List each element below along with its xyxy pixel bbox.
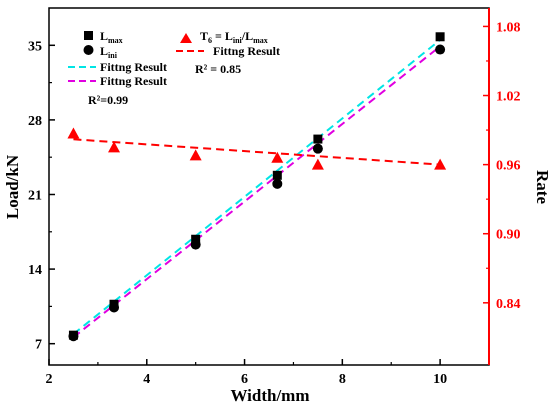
point-lini — [68, 331, 79, 342]
legend-lmax-sub: max — [108, 36, 123, 45]
x-tick-label: 4 — [143, 372, 150, 387]
y-left-tick-label: 21 — [28, 188, 42, 203]
r2-right-annotation: R² = 0.85 — [195, 62, 241, 76]
point-t6 — [67, 127, 80, 139]
legend-lini-circle-marker — [83, 45, 94, 55]
x-tick-label: 6 — [241, 372, 248, 387]
point-lini — [109, 302, 120, 313]
legend-lmax-square-marker — [84, 31, 93, 40]
point-lini — [435, 44, 446, 55]
x-axis-ticks: 2 4 6 8 10 — [46, 359, 447, 387]
point-lini — [312, 143, 323, 154]
y-left-axis-title: Load/kN — [3, 154, 22, 219]
r2-left-annotation: R²=0.99 — [88, 93, 128, 107]
legend-lmax-main: L — [100, 29, 108, 43]
legend-t6-c-sub: max — [253, 36, 268, 45]
y-left-tick-label: 28 — [28, 114, 42, 129]
y-right-tick-label: 0.90 — [496, 228, 521, 243]
point-t6 — [434, 158, 447, 170]
y-right-axis-ticks: 0.84 0.90 0.96 1.02 1.08 — [483, 20, 521, 312]
fit-line-fit_lini — [72, 45, 441, 339]
y-right-tick-label: 0.84 — [496, 297, 521, 312]
legend-t6-b-sub: ini — [233, 36, 243, 45]
x-tick-label: 2 — [46, 372, 53, 387]
fit-line-fit_t6 — [73, 138, 441, 166]
point-lini — [272, 178, 283, 189]
y-left-tick-label: 7 — [35, 338, 42, 353]
point-t6 — [108, 141, 121, 153]
legend-fit-t6-label: Fittng Result — [213, 44, 280, 58]
point-lmax — [272, 170, 282, 180]
point-t6 — [271, 151, 284, 163]
legend-right: T6 = Lini/Lmax Fittng Result R² = 0.85 — [176, 29, 280, 76]
point-lmax — [435, 32, 445, 42]
fit-lines — [72, 39, 441, 339]
x-axis-title: Width/mm — [230, 386, 309, 405]
legend-t6-a-sub: 6 — [208, 36, 212, 45]
legend-t6-a: T — [200, 29, 208, 43]
legend-t6-label: T6 = Lini/Lmax — [200, 29, 268, 45]
y-right-tick-label: 1.08 — [496, 20, 521, 35]
point-t6 — [189, 149, 202, 161]
y-right-tick-label: 1.02 — [496, 90, 521, 105]
legend-t6-triangle-marker — [180, 33, 192, 43]
legend-lini-sub: ini — [108, 51, 118, 60]
legend-fit-lini-label: Fittng Result — [100, 74, 167, 88]
x-tick-label: 8 — [339, 372, 346, 387]
y-right-tick-label: 0.96 — [496, 159, 521, 174]
point-lmax — [313, 134, 323, 144]
legend-lini-main: L — [100, 44, 108, 58]
legend-lmax-label: Lmax — [100, 29, 123, 45]
y-left-tick-label: 35 — [28, 39, 42, 54]
legend-t6-c: /L — [241, 29, 253, 43]
point-t6 — [311, 158, 324, 170]
y-left-tick-label: 14 — [28, 263, 42, 278]
y-left-axis-ticks: 7 14 21 28 35 — [28, 39, 55, 353]
point-lmax — [191, 234, 201, 244]
legend-lini-label: Lini — [100, 44, 118, 60]
x-tick-label: 10 — [433, 372, 447, 387]
point-lini — [190, 239, 201, 250]
fit-line-fit_lmax — [72, 39, 441, 335]
y-right-axis-title: Rate — [533, 170, 550, 204]
legend-fit-lmax-label: Fittng Result — [100, 60, 167, 74]
legend-left: Lmax Lini Fittng Result Fittng Result R²… — [68, 29, 167, 107]
data-markers — [67, 32, 447, 342]
legend-t6-b: = L — [212, 29, 233, 43]
